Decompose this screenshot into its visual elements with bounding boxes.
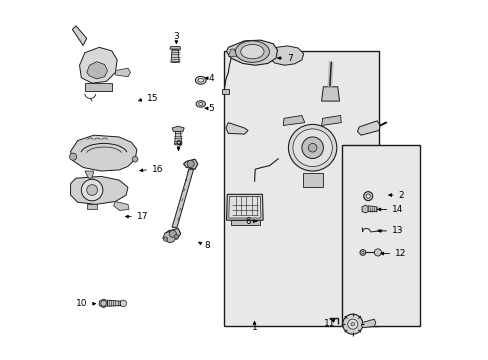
Polygon shape bbox=[226, 194, 263, 220]
Polygon shape bbox=[86, 62, 107, 79]
Ellipse shape bbox=[366, 194, 369, 198]
Circle shape bbox=[81, 179, 102, 201]
Text: 8: 8 bbox=[204, 241, 210, 250]
Ellipse shape bbox=[196, 101, 205, 107]
Polygon shape bbox=[86, 204, 97, 210]
Circle shape bbox=[169, 230, 176, 237]
Ellipse shape bbox=[361, 251, 363, 253]
Ellipse shape bbox=[359, 249, 365, 255]
Polygon shape bbox=[321, 87, 339, 101]
Text: 9: 9 bbox=[175, 140, 181, 149]
Polygon shape bbox=[268, 46, 303, 65]
Ellipse shape bbox=[363, 192, 372, 201]
Text: 10: 10 bbox=[76, 299, 87, 308]
Text: 12: 12 bbox=[394, 249, 406, 258]
Ellipse shape bbox=[120, 300, 126, 307]
Text: 1: 1 bbox=[251, 323, 257, 332]
Text: 7: 7 bbox=[287, 54, 293, 63]
Bar bbox=[224, 51, 378, 326]
Ellipse shape bbox=[198, 103, 203, 105]
Polygon shape bbox=[99, 299, 107, 308]
Text: 3: 3 bbox=[173, 32, 179, 41]
Polygon shape bbox=[225, 123, 247, 134]
Polygon shape bbox=[283, 116, 304, 126]
Text: 2: 2 bbox=[398, 190, 404, 199]
Polygon shape bbox=[362, 205, 367, 213]
Polygon shape bbox=[357, 121, 379, 135]
Polygon shape bbox=[107, 300, 121, 306]
Polygon shape bbox=[361, 319, 375, 328]
Polygon shape bbox=[183, 159, 198, 169]
Ellipse shape bbox=[288, 125, 336, 171]
Polygon shape bbox=[70, 135, 137, 171]
Polygon shape bbox=[172, 126, 184, 132]
Text: 6: 6 bbox=[244, 217, 250, 226]
Circle shape bbox=[308, 143, 316, 152]
Polygon shape bbox=[172, 169, 193, 227]
Polygon shape bbox=[171, 49, 179, 62]
Circle shape bbox=[301, 137, 323, 158]
Text: 11: 11 bbox=[324, 319, 335, 328]
Polygon shape bbox=[85, 171, 94, 178]
Polygon shape bbox=[222, 89, 228, 94]
Polygon shape bbox=[367, 206, 376, 212]
Polygon shape bbox=[321, 116, 341, 126]
Circle shape bbox=[163, 237, 167, 241]
Text: 13: 13 bbox=[391, 226, 403, 235]
Polygon shape bbox=[228, 197, 261, 218]
Circle shape bbox=[86, 185, 97, 195]
Polygon shape bbox=[80, 47, 117, 83]
Text: 5: 5 bbox=[208, 104, 214, 113]
Ellipse shape bbox=[292, 129, 332, 167]
Polygon shape bbox=[85, 83, 112, 91]
Text: 14: 14 bbox=[391, 205, 403, 214]
Text: 4: 4 bbox=[208, 74, 214, 83]
Text: 16: 16 bbox=[152, 165, 163, 174]
Ellipse shape bbox=[235, 41, 269, 62]
Polygon shape bbox=[70, 176, 128, 204]
Polygon shape bbox=[226, 40, 277, 65]
Polygon shape bbox=[115, 68, 130, 77]
Circle shape bbox=[187, 160, 194, 167]
Polygon shape bbox=[230, 220, 259, 225]
Polygon shape bbox=[174, 132, 182, 145]
Circle shape bbox=[132, 156, 138, 162]
Bar bbox=[342, 145, 419, 326]
Polygon shape bbox=[113, 202, 129, 211]
Polygon shape bbox=[72, 26, 86, 45]
Polygon shape bbox=[302, 173, 323, 187]
Circle shape bbox=[373, 249, 381, 256]
Circle shape bbox=[347, 319, 357, 329]
Circle shape bbox=[342, 314, 362, 334]
Text: 17: 17 bbox=[137, 212, 148, 221]
Polygon shape bbox=[169, 46, 180, 49]
Polygon shape bbox=[228, 49, 236, 56]
Circle shape bbox=[174, 234, 178, 239]
Circle shape bbox=[350, 322, 354, 326]
Ellipse shape bbox=[195, 76, 206, 84]
Polygon shape bbox=[163, 231, 176, 243]
Circle shape bbox=[69, 153, 77, 160]
Ellipse shape bbox=[198, 78, 203, 82]
Text: 15: 15 bbox=[147, 94, 158, 103]
Polygon shape bbox=[164, 228, 180, 239]
Ellipse shape bbox=[240, 44, 264, 59]
